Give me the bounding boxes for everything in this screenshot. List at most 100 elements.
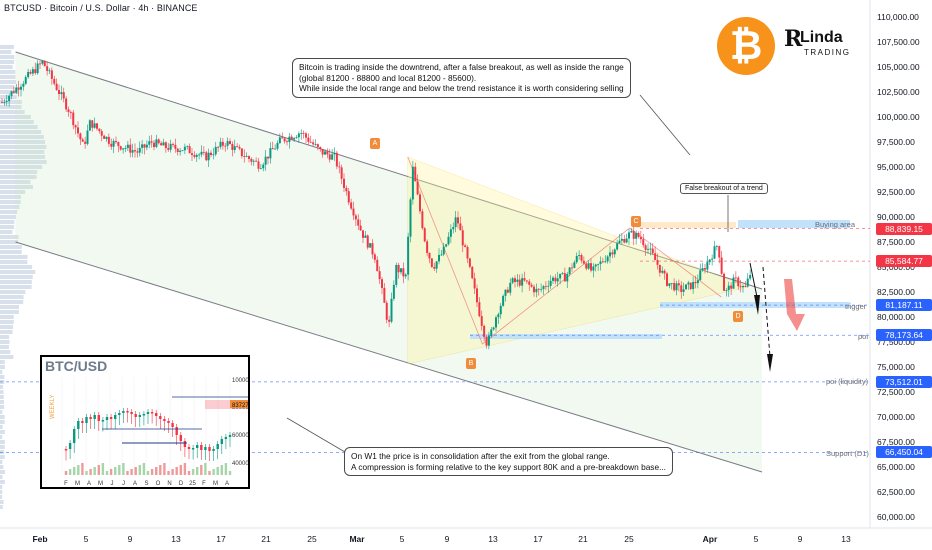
inset-candle-body bbox=[135, 414, 137, 417]
candle-body bbox=[115, 141, 117, 142]
volume-profile-bar bbox=[0, 460, 2, 464]
candle-body bbox=[279, 137, 281, 143]
y-tick-label: 90,000.00 bbox=[877, 212, 915, 222]
buying-area-label: Buying area bbox=[815, 220, 855, 229]
inset-y-tick: 60000 bbox=[232, 433, 248, 439]
candle-body bbox=[272, 148, 274, 149]
candle-body bbox=[749, 275, 751, 278]
volume-profile-bar bbox=[0, 45, 14, 49]
candle-body bbox=[25, 77, 27, 84]
inset-candle-body bbox=[89, 417, 91, 419]
candle-body bbox=[72, 112, 74, 125]
volume-profile-bar bbox=[0, 215, 16, 219]
inset-candle-body bbox=[118, 413, 120, 415]
candle-body bbox=[524, 278, 526, 280]
candle-body bbox=[564, 273, 566, 281]
candle-body bbox=[533, 287, 535, 293]
candle-body bbox=[53, 79, 55, 84]
y-tick-label: 95,000.00 bbox=[877, 162, 915, 172]
inset-side-label: WEEKLY bbox=[50, 394, 56, 419]
candle-body bbox=[493, 327, 495, 329]
candle-body bbox=[49, 70, 51, 71]
candle-body bbox=[512, 278, 514, 283]
poi-zone bbox=[470, 334, 662, 339]
candle-body bbox=[747, 279, 749, 287]
candle-body bbox=[545, 286, 547, 287]
x-tick-label: Apr bbox=[703, 534, 718, 544]
candle-body bbox=[269, 148, 271, 158]
volume-profile-bar bbox=[0, 305, 19, 309]
weekly-inset-chart: BTC/USD WEEKLY100000800006000040000FMAMJ… bbox=[40, 355, 250, 489]
analysis-note-top[interactable]: Bitcoin is trading inside the downtrend,… bbox=[292, 58, 631, 98]
inset-volume-bar bbox=[163, 463, 165, 475]
point-a-marker[interactable]: A bbox=[370, 138, 380, 149]
inset-candle-body bbox=[77, 421, 79, 429]
volume-profile-bar bbox=[0, 60, 14, 64]
support-label: Support (D1) bbox=[826, 449, 869, 458]
volume-profile-bar bbox=[0, 270, 35, 274]
x-tick-label: 21 bbox=[261, 534, 271, 544]
volume-profile-bar bbox=[0, 290, 25, 294]
candle-body bbox=[664, 271, 666, 274]
candle-body bbox=[284, 138, 286, 141]
candle-body bbox=[704, 268, 706, 270]
candle-body bbox=[15, 87, 17, 92]
volume-profile-bar bbox=[0, 250, 22, 254]
candle-body bbox=[402, 268, 404, 276]
volume-profile-bar bbox=[0, 50, 11, 54]
candle-body bbox=[343, 179, 345, 188]
candle-body bbox=[65, 99, 67, 110]
analysis-note-bottom[interactable]: On W1 the price is in consolidation afte… bbox=[344, 447, 673, 476]
candle-body bbox=[514, 278, 516, 282]
candle-body bbox=[18, 87, 20, 89]
inset-candle-body bbox=[155, 413, 157, 416]
y-tick-label: 100,000.00 bbox=[877, 112, 920, 122]
note-line: On W1 the price is in consolidation afte… bbox=[351, 451, 666, 462]
candle-body bbox=[305, 133, 307, 137]
candle-body bbox=[718, 246, 720, 257]
candle-body bbox=[592, 266, 594, 270]
y-tick-label: 72,500.00 bbox=[877, 387, 915, 397]
inset-volume-bar bbox=[118, 465, 120, 475]
candle-body bbox=[528, 281, 530, 284]
candle-body bbox=[554, 278, 556, 282]
candle-body bbox=[205, 152, 207, 160]
inset-volume-bar bbox=[188, 471, 190, 475]
candle-body bbox=[224, 146, 226, 147]
volume-profile-bar bbox=[0, 70, 15, 74]
point-d-marker[interactable]: D bbox=[733, 311, 743, 322]
candle-body bbox=[79, 133, 81, 139]
candle-body bbox=[3, 102, 5, 103]
candle-body bbox=[260, 168, 262, 169]
inset-x-tick: J bbox=[122, 481, 125, 487]
candle-body bbox=[478, 302, 480, 316]
candle-body bbox=[267, 157, 269, 159]
inset-candle-body bbox=[102, 420, 104, 422]
candle-body bbox=[383, 288, 385, 303]
y-tick-label: 70,000.00 bbox=[877, 412, 915, 422]
candle-body bbox=[462, 230, 464, 245]
candle-body bbox=[476, 288, 478, 302]
candle-body bbox=[236, 146, 238, 147]
candle-body bbox=[220, 142, 222, 147]
candle-body bbox=[709, 260, 711, 262]
candle-body bbox=[654, 253, 656, 260]
trigger-zone bbox=[660, 302, 850, 308]
candle-body bbox=[1, 102, 3, 103]
candle-body bbox=[431, 258, 433, 266]
y-tick-label: 80,000.00 bbox=[877, 312, 915, 322]
inset-candle-body bbox=[114, 415, 116, 419]
inset-volume-bar bbox=[114, 467, 116, 475]
candle-body bbox=[642, 239, 644, 245]
point-c-marker[interactable]: C bbox=[631, 216, 641, 227]
candle-body bbox=[421, 211, 423, 228]
candle-body bbox=[106, 137, 108, 139]
y-tick-label: 97,500.00 bbox=[877, 137, 915, 147]
point-b-marker[interactable]: B bbox=[466, 358, 476, 369]
volume-profile-bar bbox=[0, 80, 16, 84]
inset-volume-bar bbox=[192, 469, 194, 475]
false-breakout-label[interactable]: False breakout of a trend bbox=[680, 183, 768, 194]
candle-body bbox=[94, 123, 96, 127]
candle-body bbox=[170, 144, 172, 150]
candle-body bbox=[573, 262, 575, 268]
